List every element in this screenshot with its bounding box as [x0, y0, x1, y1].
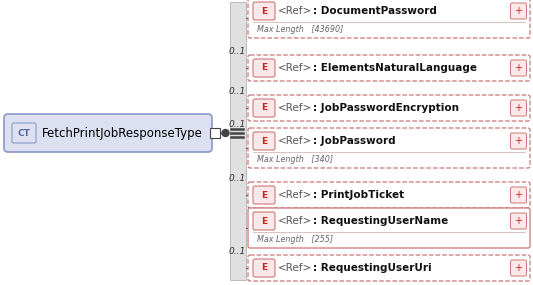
FancyBboxPatch shape — [511, 260, 527, 276]
Text: <Ref>: <Ref> — [278, 63, 312, 73]
FancyBboxPatch shape — [511, 100, 527, 116]
Text: <Ref>: <Ref> — [278, 263, 312, 273]
Text: : PrintJobTicket: : PrintJobTicket — [313, 190, 404, 200]
Text: : JobPasswordEncryption: : JobPasswordEncryption — [313, 103, 459, 113]
FancyBboxPatch shape — [253, 99, 275, 117]
FancyBboxPatch shape — [12, 123, 36, 143]
FancyBboxPatch shape — [253, 132, 275, 150]
Text: <Ref>: <Ref> — [278, 6, 312, 16]
FancyBboxPatch shape — [248, 208, 530, 248]
Text: E: E — [261, 64, 267, 72]
FancyBboxPatch shape — [511, 187, 527, 203]
Text: 0..1: 0..1 — [229, 247, 246, 256]
Text: : RequestingUserName: : RequestingUserName — [313, 216, 448, 226]
Text: E: E — [261, 264, 267, 272]
Text: 0..1: 0..1 — [229, 120, 246, 129]
Text: +: + — [514, 216, 522, 226]
Text: Max Length   [43690]: Max Length [43690] — [257, 25, 343, 34]
FancyBboxPatch shape — [248, 55, 530, 81]
FancyBboxPatch shape — [253, 59, 275, 77]
Bar — [210, 128, 220, 138]
FancyBboxPatch shape — [248, 0, 530, 38]
FancyBboxPatch shape — [511, 60, 527, 76]
FancyBboxPatch shape — [253, 186, 275, 204]
Text: 0..1: 0..1 — [229, 47, 246, 56]
Text: +: + — [514, 263, 522, 273]
Text: +: + — [514, 63, 522, 73]
Text: +: + — [514, 6, 522, 16]
FancyBboxPatch shape — [253, 259, 275, 277]
Text: : RequestingUserUri: : RequestingUserUri — [313, 263, 432, 273]
Text: <Ref>: <Ref> — [278, 136, 312, 146]
Bar — [230, 2, 246, 280]
Text: <Ref>: <Ref> — [278, 190, 312, 200]
Text: <Ref>: <Ref> — [278, 103, 312, 113]
Text: Max Length   [340]: Max Length [340] — [257, 154, 333, 164]
Text: FetchPrintJobResponseType: FetchPrintJobResponseType — [42, 127, 203, 139]
Text: +: + — [514, 136, 522, 146]
FancyBboxPatch shape — [4, 114, 212, 152]
Text: 0..1: 0..1 — [229, 87, 246, 96]
Text: <Ref>: <Ref> — [278, 216, 312, 226]
Text: E: E — [261, 103, 267, 113]
Text: CT: CT — [18, 129, 30, 137]
FancyBboxPatch shape — [511, 213, 527, 229]
Text: E: E — [261, 137, 267, 146]
Text: E: E — [261, 7, 267, 15]
FancyBboxPatch shape — [248, 255, 530, 281]
Text: +: + — [514, 103, 522, 113]
Text: : ElementsNaturalLanguage: : ElementsNaturalLanguage — [313, 63, 477, 73]
FancyBboxPatch shape — [253, 212, 275, 230]
Text: E: E — [261, 217, 267, 225]
Circle shape — [222, 129, 229, 137]
FancyBboxPatch shape — [248, 128, 530, 168]
Text: : JobPassword: : JobPassword — [313, 136, 395, 146]
FancyBboxPatch shape — [248, 95, 530, 121]
Text: +: + — [514, 190, 522, 200]
FancyBboxPatch shape — [248, 182, 530, 208]
Text: E: E — [261, 190, 267, 200]
FancyBboxPatch shape — [511, 133, 527, 149]
Text: Max Length   [255]: Max Length [255] — [257, 235, 333, 243]
Text: 0..1: 0..1 — [229, 174, 246, 183]
Text: : DocumentPassword: : DocumentPassword — [313, 6, 437, 16]
FancyBboxPatch shape — [253, 2, 275, 20]
FancyBboxPatch shape — [511, 3, 527, 19]
